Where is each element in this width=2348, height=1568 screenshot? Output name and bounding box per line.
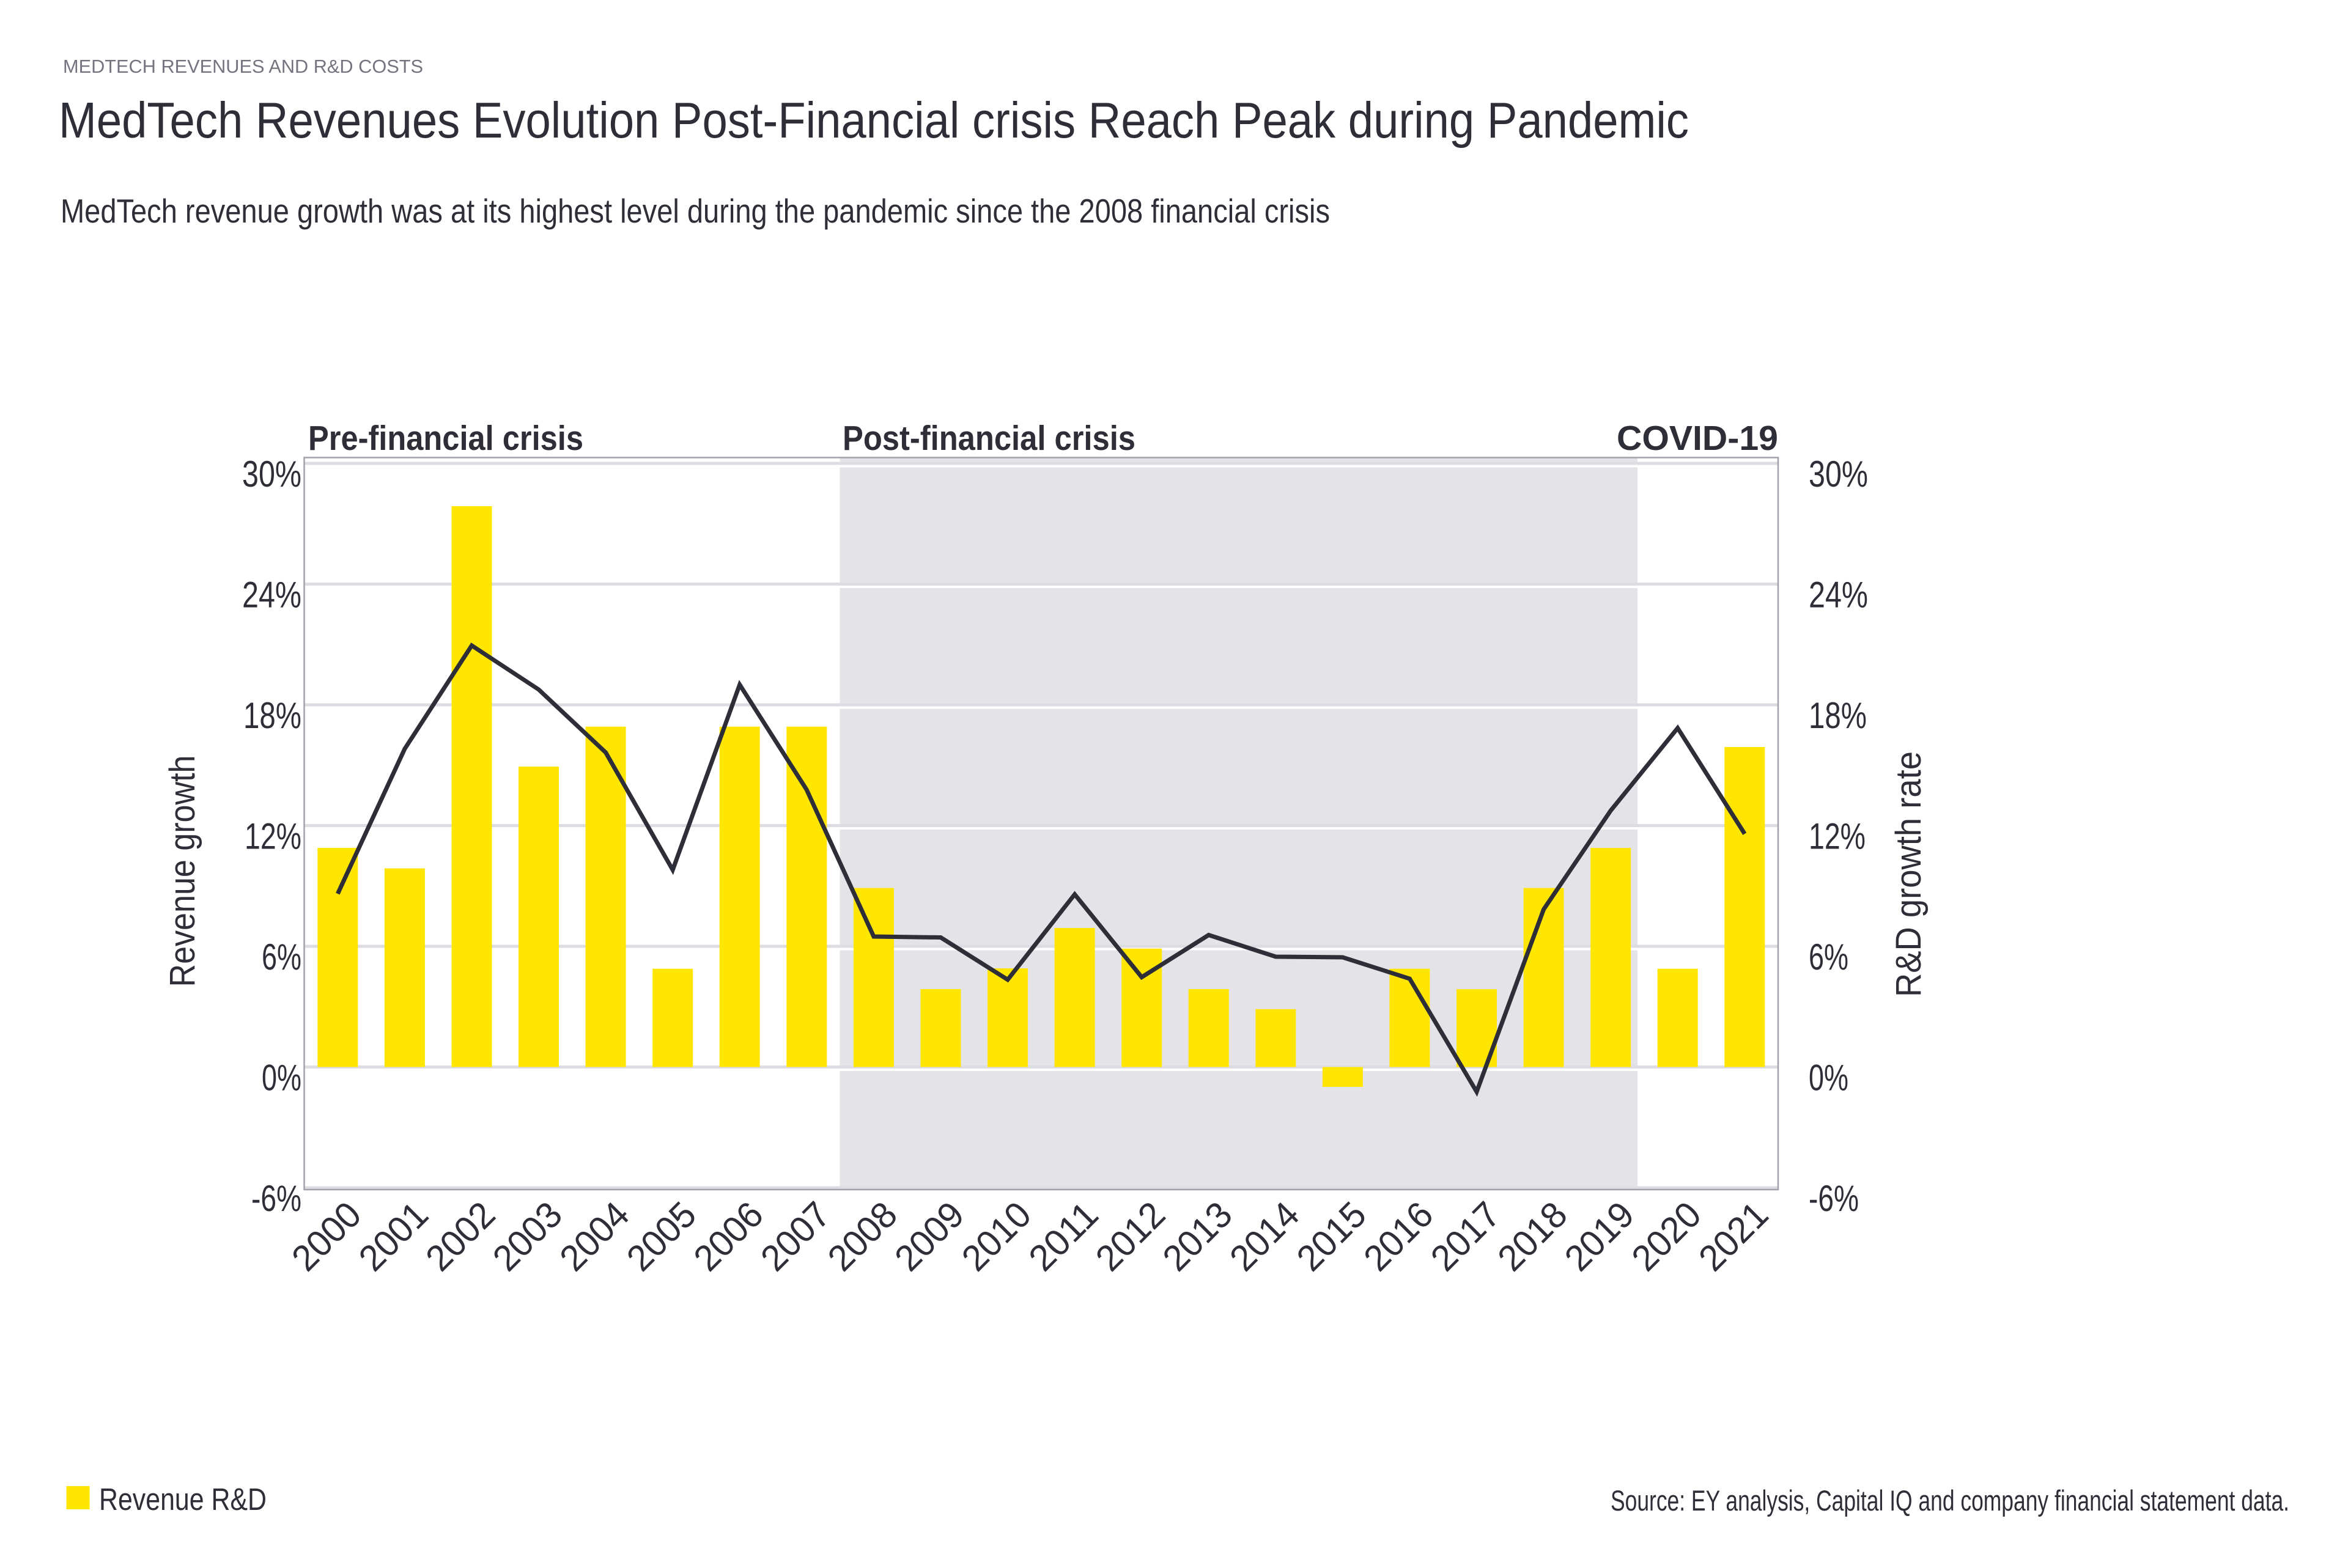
svg-text:2010: 2010 [954,1194,1039,1279]
svg-text:12%: 12% [1809,816,1866,857]
svg-text:-6%: -6% [251,1178,301,1219]
svg-text:6%: 6% [262,937,301,977]
svg-text:MedTech Revenues Evolution Pos: MedTech Revenues Evolution Post-Financia… [59,92,1689,149]
svg-text:Revenue R&D: Revenue R&D [99,1482,267,1517]
svg-text:Post-financial crisis: Post-financial crisis [843,419,1135,458]
svg-text:MedTech revenue growth was at: MedTech revenue growth was at its highes… [61,192,1330,230]
svg-text:2018: 2018 [1490,1194,1575,1279]
svg-text:18%: 18% [1809,695,1867,736]
svg-text:-6%: -6% [1809,1178,1859,1219]
svg-text:2003: 2003 [485,1194,570,1279]
svg-text:30%: 30% [242,454,301,495]
svg-text:2004: 2004 [552,1194,637,1279]
svg-text:COVID-19: COVID-19 [1617,419,1778,458]
svg-text:18%: 18% [243,695,301,736]
svg-text:2014: 2014 [1222,1194,1307,1279]
svg-text:24%: 24% [1809,575,1868,616]
svg-text:2016: 2016 [1356,1194,1441,1279]
svg-text:2008: 2008 [820,1194,905,1279]
svg-text:2009: 2009 [887,1194,972,1279]
svg-text:2001: 2001 [351,1194,436,1279]
svg-text:Revenue growth: Revenue growth [163,756,202,987]
svg-text:2012: 2012 [1088,1194,1173,1279]
svg-text:2013: 2013 [1155,1194,1240,1279]
svg-text:R&D growth rate: R&D growth rate [1889,751,1929,997]
svg-text:2011: 2011 [1021,1194,1106,1279]
svg-text:2015: 2015 [1289,1194,1374,1279]
svg-text:2020: 2020 [1624,1194,1709,1279]
svg-text:2007: 2007 [753,1194,838,1279]
svg-text:30%: 30% [1809,454,1868,495]
svg-text:2005: 2005 [619,1194,704,1279]
svg-text:24%: 24% [242,575,301,616]
svg-text:6%: 6% [1809,937,1848,977]
svg-text:2006: 2006 [686,1194,771,1279]
svg-text:0%: 0% [1809,1058,1848,1099]
svg-text:Source: EY analysis, Capital I: Source: EY analysis, Capital IQ and comp… [1611,1484,2289,1517]
svg-text:0%: 0% [262,1058,301,1099]
svg-text:MEDTECH REVENUES AND R&D COSTS: MEDTECH REVENUES AND R&D COSTS [63,56,423,77]
svg-text:Pre-financial crisis: Pre-financial crisis [308,419,583,458]
svg-text:2019: 2019 [1557,1194,1642,1279]
svg-text:12%: 12% [245,816,301,857]
svg-text:2002: 2002 [418,1194,503,1279]
svg-text:2021: 2021 [1691,1194,1776,1279]
svg-text:2017: 2017 [1423,1194,1508,1279]
